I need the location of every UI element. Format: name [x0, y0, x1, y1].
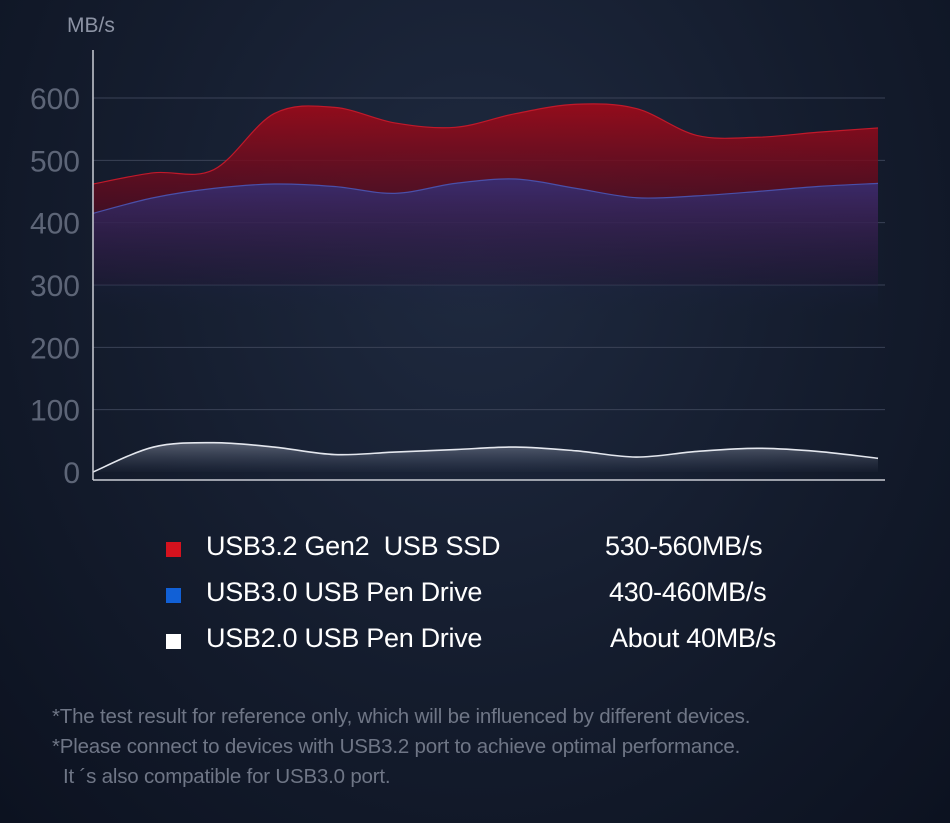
series-line-usb32-ssd — [92, 103, 879, 185]
series-line-usb30-pen-drive — [92, 178, 879, 214]
y-tick-label-200: 200 — [30, 332, 80, 365]
legend-swatch-white — [166, 634, 181, 649]
y-tick-label-0: 0 — [63, 457, 80, 490]
legend-label: USB3.0 USB Pen Drive — [206, 577, 483, 607]
footnote-compatibility: It ´s also compatible for USB3.0 port. — [52, 765, 391, 788]
y-tick-label-300: 300 — [30, 270, 80, 303]
legend-label: USB2.0 USB Pen Drive — [206, 623, 483, 653]
y-axis-title: MB/s — [67, 14, 115, 37]
speed-chart: 600 500 400 300 200 100 0 MB/s — [30, 14, 885, 490]
footnote-reference: *The test result for reference only, whi… — [52, 705, 751, 728]
y-tick-label-500: 500 — [30, 145, 80, 178]
footnotes: *The test result for reference only, whi… — [52, 702, 932, 792]
series-line-usb20-pen-drive — [92, 441, 879, 473]
legend-swatch-red — [166, 542, 181, 557]
series-area-usb30-pen-drive — [93, 178, 878, 317]
legend-item-usb20-pen-drive: USB2.0 USB Pen Drive About 40MB/s — [160, 620, 860, 666]
footnote-port-recommendation: *Please connect to devices with USB3.2 p… — [52, 735, 741, 758]
legend-item-usb32-ssd: USB3.2 Gen2 USB SSD 530-560MB/s — [160, 528, 860, 574]
series-area-usb20-pen-drive — [93, 442, 878, 472]
legend-item-usb30-pen-drive: USB3.0 USB Pen Drive 430-460MB/s — [160, 574, 860, 620]
y-tick-label-600: 600 — [30, 83, 80, 116]
y-tick-label-100: 100 — [30, 395, 80, 428]
legend-label: USB3.2 Gen2 USB SSD — [206, 531, 501, 561]
legend-speed: 530-560MB/s — [605, 531, 763, 561]
chart-legend: USB3.2 Gen2 USB SSD 530-560MB/s USB3.0 U… — [160, 528, 860, 666]
y-tick-label-400: 400 — [30, 208, 80, 241]
legend-speed: About 40MB/s — [610, 623, 776, 653]
legend-swatch-blue — [166, 588, 181, 603]
legend-speed: 430-460MB/s — [609, 577, 767, 607]
